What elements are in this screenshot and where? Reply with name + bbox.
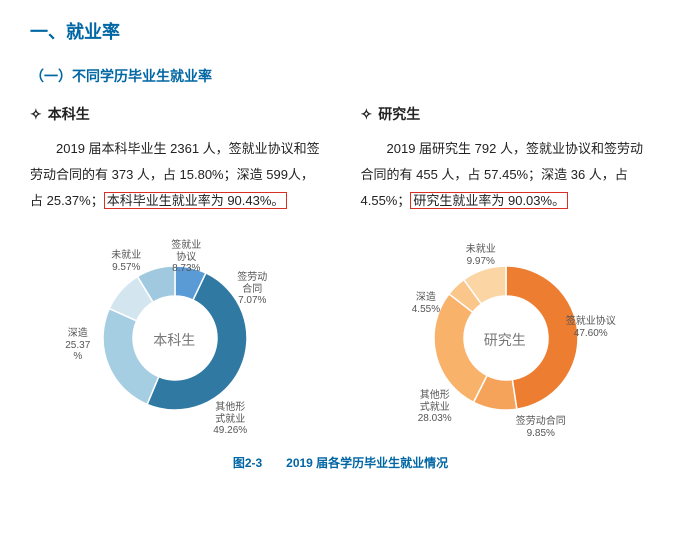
subhead-grad-text: 研究生	[378, 106, 420, 122]
subhead-undergrad: ✧ 本科生	[30, 104, 321, 124]
donut-slice-label: 签就业协议8.73%	[171, 240, 201, 275]
donut-slice-label: 未就业9.97%	[466, 244, 496, 267]
donut-center-label: 本科生	[153, 330, 195, 350]
donut-slice	[103, 309, 159, 405]
donut-slice-label: 签劳动合同9.85%	[516, 416, 566, 439]
donut-slice-label: 签劳动合同7.07%	[237, 272, 267, 307]
column-grad: ✧ 研究生 2019 届研究生 792 人，签就业协议和签劳动合同的有 455 人…	[361, 104, 652, 450]
subhead-undergrad-text: 本科生	[48, 106, 90, 122]
donut-slice-label: 未就业9.57%	[111, 250, 141, 273]
diamond-icon: ✧	[361, 106, 373, 122]
column-undergrad: ✧ 本科生 2019 届本科毕业生 2361 人，签就业协议和签劳动合同的有 37…	[30, 104, 321, 450]
figure-caption: 图2-3 2019 届各学历毕业生就业情况	[30, 454, 651, 471]
donut-center-label: 研究生	[484, 330, 526, 350]
donut-slice-label: 其他形式就业28.03%	[418, 390, 452, 425]
donut-slice-label: 深造25.37%	[65, 328, 90, 363]
paragraph-undergrad: 2019 届本科毕业生 2361 人，签就业协议和签劳动合同的有 373 人，占…	[30, 136, 321, 214]
donut-slice-label: 深造4.55%	[412, 292, 440, 315]
para-grad-highlight: 研究生就业率为 90.03%。	[410, 192, 568, 209]
heading-section: 一、就业率	[30, 18, 651, 44]
two-column-layout: ✧ 本科生 2019 届本科毕业生 2361 人，签就业协议和签劳动合同的有 37…	[30, 104, 651, 450]
donut-slice-label: 签就业协议47.60%	[566, 316, 616, 339]
donut-chart-grad: 研究生 签就业协议47.60% 签劳动合同9.85% 其他形式就业28.03% 深造4.…	[366, 220, 646, 450]
paragraph-grad: 2019 届研究生 792 人，签就业协议和签劳动合同的有 455 人，占 57…	[361, 136, 652, 214]
diamond-icon: ✧	[30, 106, 42, 122]
donut-slice-label: 其他形式就业49.26%	[213, 402, 247, 437]
heading-subsection: （一）不同学历毕业生就业率	[30, 66, 651, 86]
subhead-grad: ✧ 研究生	[361, 104, 652, 124]
donut-chart-undergrad: 本科生 签劳动合同7.07% 其他形式就业49.26% 深造25.37% 未就业9.57…	[35, 220, 315, 450]
donut-slice	[434, 294, 487, 402]
para-undergrad-highlight: 本科毕业生就业率为 90.43%。	[104, 192, 288, 209]
